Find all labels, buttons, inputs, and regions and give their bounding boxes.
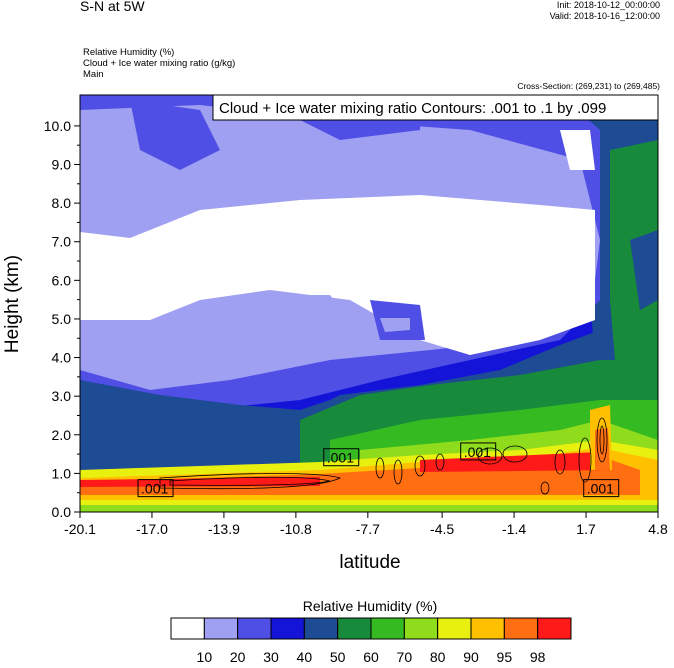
x-tick-label: -20.1 <box>64 521 96 537</box>
contour-label-box <box>460 442 497 461</box>
colorbar-swatch <box>237 617 272 640</box>
colorbar-label: 20 <box>230 649 246 665</box>
field-label-main: Main <box>83 69 104 80</box>
y-tick-label: 1.0 <box>52 465 72 481</box>
colorbar-label: 50 <box>330 649 346 665</box>
colorbar-swatch <box>337 617 372 640</box>
y-tick-label: 6.0 <box>52 272 72 288</box>
y-tick-label: 10.0 <box>44 118 71 134</box>
plot-title: S-N at 5W <box>80 0 145 14</box>
x-tick-label: -13.9 <box>208 521 240 537</box>
colorbar-label: 70 <box>397 649 413 665</box>
contour-label-box <box>137 479 174 498</box>
contour-label-box <box>323 448 360 467</box>
colorbar-swatch <box>403 617 439 640</box>
y-axis-label: Height (km) <box>2 255 23 353</box>
contour-label: .001 <box>464 444 491 460</box>
colorbar-label: 98 <box>530 649 546 665</box>
colorbar-title: Relative Humidity (%) <box>303 598 438 614</box>
x-tick-label: -17.0 <box>136 521 168 537</box>
x-tick-label: -1.4 <box>502 521 526 537</box>
contour-info-box <box>212 94 659 121</box>
colorbar-swatch <box>437 617 472 640</box>
y-tick-label: 0.0 <box>52 504 72 520</box>
x-tick-label: 4.8 <box>648 521 668 537</box>
colorbar-swatch <box>370 617 405 640</box>
init-time: Init: 2018-10-12_00:00:00 <box>556 0 660 10</box>
x-tick-label: -4.5 <box>430 521 454 537</box>
cross-section-label: Cross-Section: (269,231) to (269,485) <box>517 81 660 91</box>
colorbar-label: 30 <box>263 649 279 665</box>
rh-field <box>80 95 658 512</box>
colorbar-label: 10 <box>197 649 213 665</box>
field-label-rh: Relative Humidity (%) <box>83 47 175 58</box>
colorbar-swatch <box>537 617 572 640</box>
colorbar-swatch <box>270 617 305 640</box>
colorbar-swatch <box>303 617 339 640</box>
y-tick-label: 8.0 <box>52 195 72 211</box>
cloud-contours <box>159 417 608 495</box>
colorbar-label: 60 <box>363 649 379 665</box>
x-tick-label: -10.8 <box>280 521 312 537</box>
colorbar-swatch <box>470 617 505 640</box>
colorbar-label: 80 <box>430 649 446 665</box>
contour-label: .001 <box>327 450 354 466</box>
colorbar: 10 20 30 40 50 60 70 80 90 95 98 <box>170 617 572 665</box>
contour-label-box <box>583 479 620 498</box>
colorbar-label: 40 <box>297 649 313 665</box>
colorbar-swatch <box>503 617 539 640</box>
valid-time: Valid: 2018-10-16_12:00:00 <box>549 11 660 21</box>
colorbar-swatch <box>170 617 205 640</box>
y-tick-label: 2.0 <box>52 427 72 443</box>
contour-info-text: Cloud + Ice water mixing ratio Contours:… <box>219 100 606 117</box>
y-tick-label: 3.0 <box>52 388 72 404</box>
colorbar-label: 95 <box>497 649 513 665</box>
y-tick-label: 4.0 <box>52 350 72 366</box>
contour-label: .001 <box>587 481 614 497</box>
x-tick-label: -7.7 <box>356 521 380 537</box>
colorbar-label: 90 <box>463 649 479 665</box>
y-tick-label: 9.0 <box>52 157 72 173</box>
x-tick-label: 1.7 <box>576 521 596 537</box>
x-axis: -20.1 -17.0 -13.9 -10.8 -7.7 -4.5 -1.4 1.7 4.8 <box>64 512 668 537</box>
y-tick-label: 5.0 <box>52 311 72 327</box>
colorbar-swatch <box>203 617 239 640</box>
x-axis-label: latitude <box>339 552 400 573</box>
field-label-cloud: Cloud + Ice water mixing ratio (g/kg) <box>83 58 236 69</box>
y-tick-label: 7.0 <box>52 234 72 250</box>
y-axis: 0.0 1.0 2.0 3.0 4.0 5.0 6.0 7.0 8.0 9.0 10.0 <box>44 118 80 520</box>
contour-label: .001 <box>141 481 168 497</box>
contour-value-labels: .001 .001 .001 .001 <box>137 442 620 498</box>
